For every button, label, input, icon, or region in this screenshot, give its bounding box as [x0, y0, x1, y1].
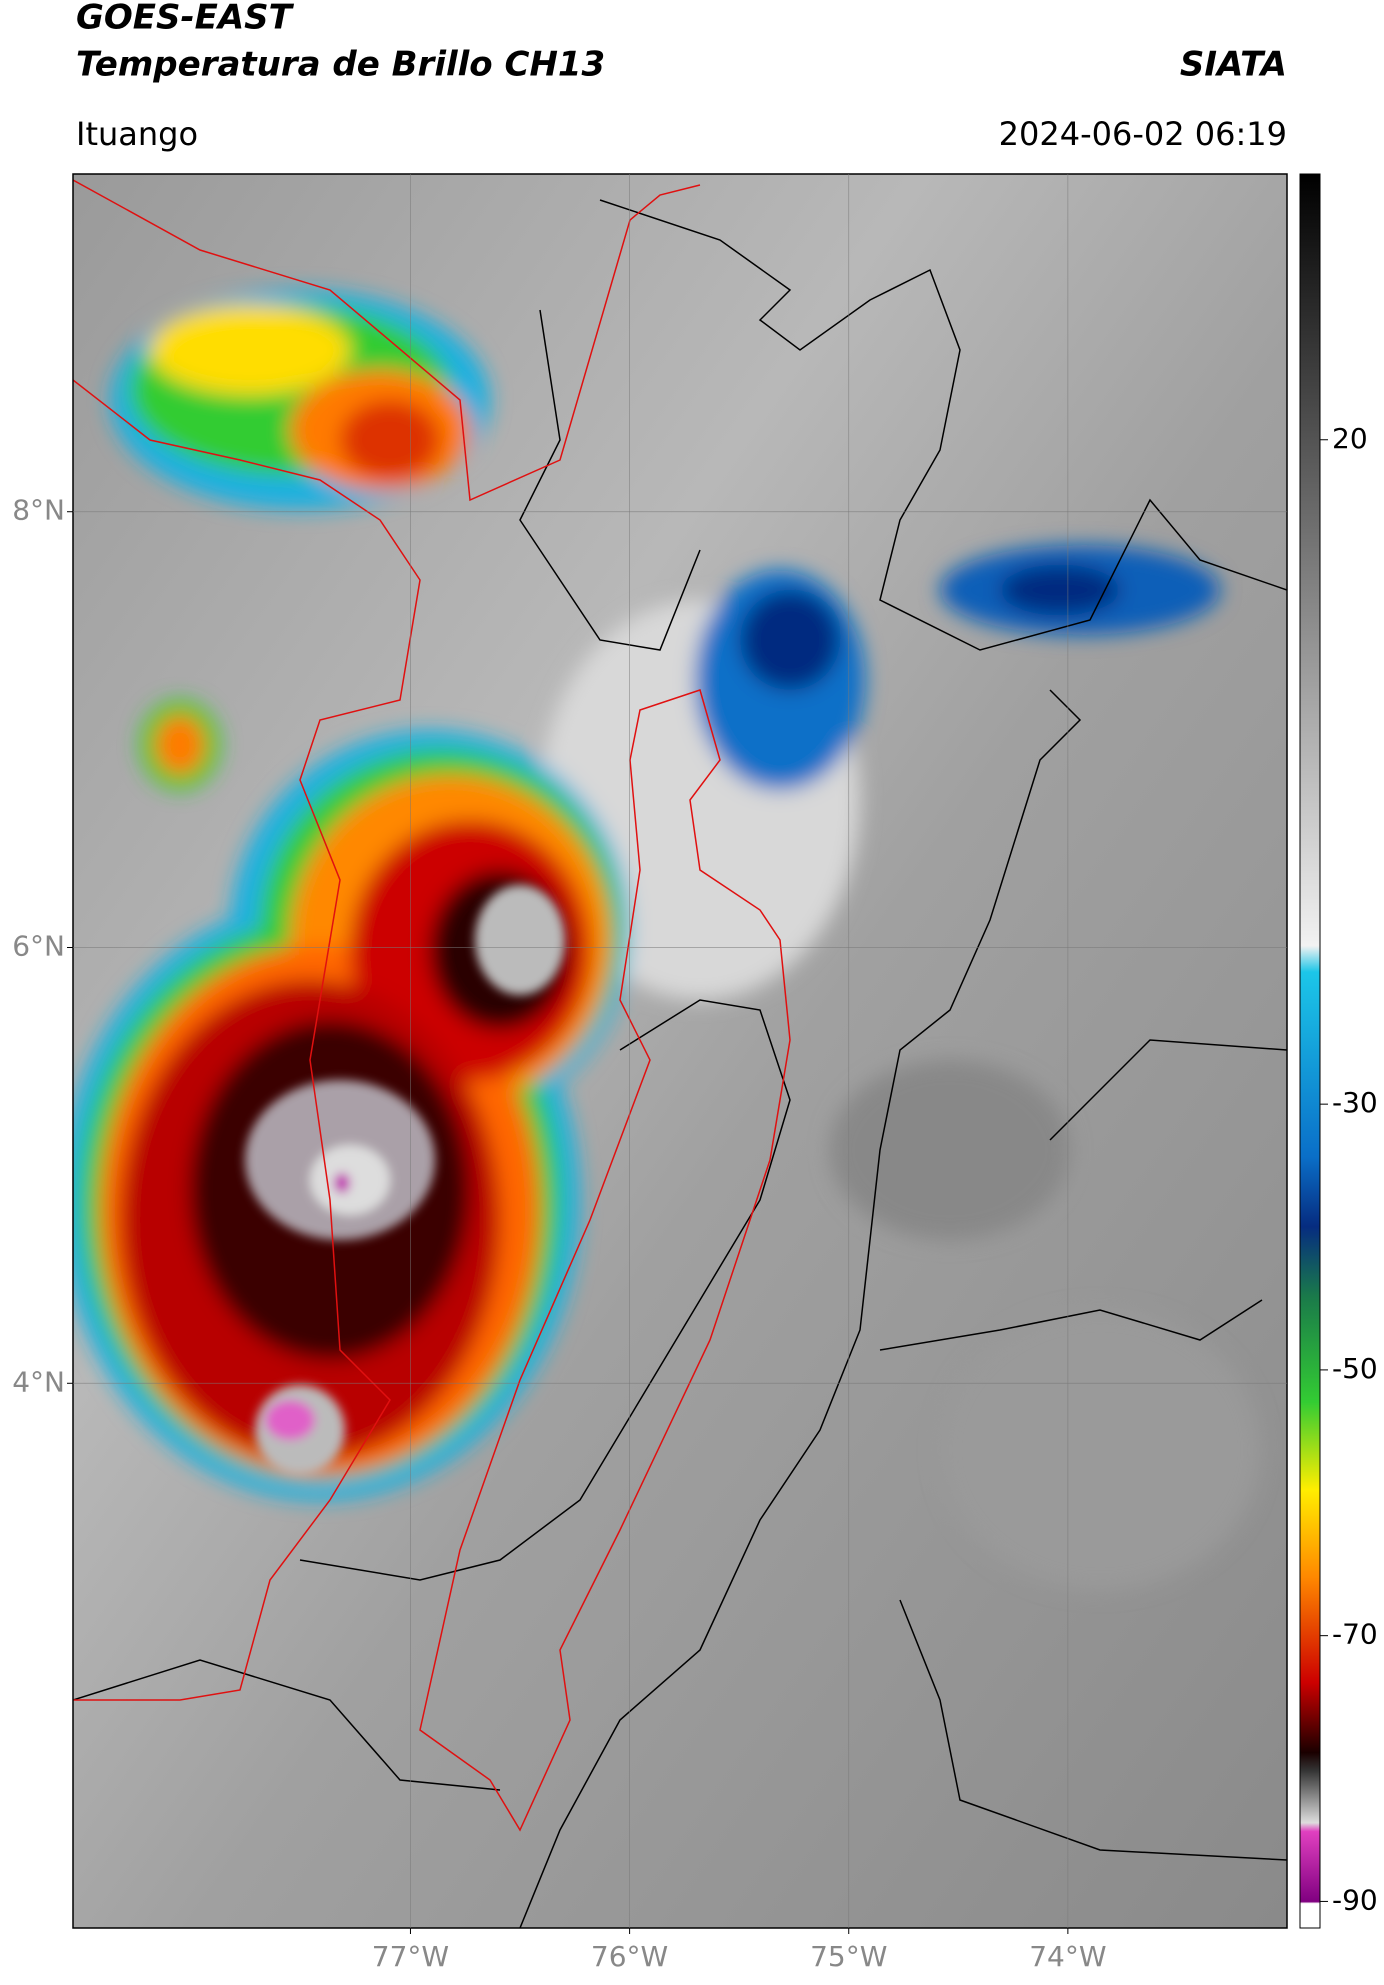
satellite-image — [73, 174, 1287, 1928]
lat-tick-label: 6°N — [12, 930, 65, 963]
colorbar-tick-label: -70 — [1332, 1618, 1378, 1651]
datetime: 2024-06-02 06:19 — [999, 115, 1287, 153]
colorbar-tick-label: -30 — [1332, 1086, 1378, 1119]
colorbar — [1299, 173, 1321, 1929]
lon-tick-label: 77°W — [372, 1940, 449, 1973]
borders — [73, 199, 1287, 1928]
map-frame — [72, 173, 1288, 1929]
lat-tick-label: 8°N — [12, 494, 65, 527]
lat-tick-label: 4°N — [12, 1365, 65, 1398]
colorbar-tick-label: -90 — [1332, 1883, 1378, 1916]
subtitle: Temperatura de Brillo CH13 — [76, 45, 605, 85]
axes: 8°N 6°N 4°N 77°W 76°W 75°W 74°W — [12, 174, 1287, 1973]
lon-tick-label: 75°W — [810, 1940, 887, 1973]
colorbar-tick-label: -50 — [1332, 1352, 1378, 1385]
credit: SIATA — [1180, 45, 1287, 85]
title: GOES-EAST — [76, 0, 295, 38]
location: Ituango — [76, 115, 198, 153]
lon-tick-label: 76°W — [591, 1940, 668, 1973]
colorbar-tick-label: 20 — [1332, 422, 1368, 455]
lon-tick-label: 74°W — [1029, 1940, 1106, 1973]
red-boundaries — [73, 179, 791, 1832]
